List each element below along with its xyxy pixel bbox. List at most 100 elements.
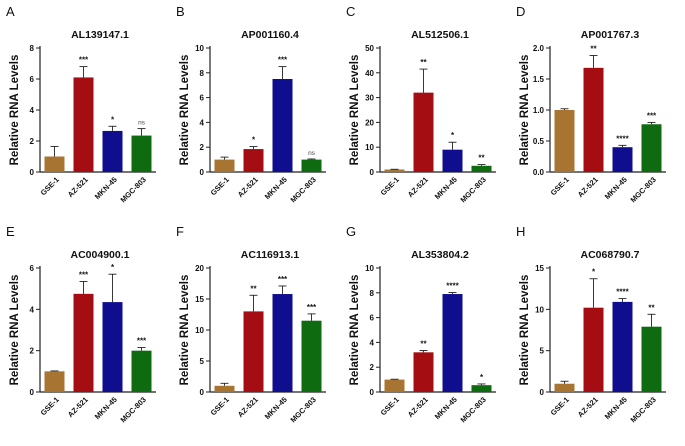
y-axis-label: Relative RNA Levels [519,275,531,386]
y-tick-label: 10 [195,44,204,53]
x-category-label: GSE-1 [549,175,571,197]
bar-mkn-45 [272,294,293,392]
x-category-label: AZ-521 [66,395,90,419]
chart-panel-g: G AL353804.2 Relative RNA Levels 0 2 4 6 8 10 GSE… [346,224,496,424]
x-category-label: AZ-521 [236,175,260,199]
y-tick-label: 10 [195,326,204,335]
bar-mgc-803 [301,159,322,172]
bar-az-521 [583,307,604,392]
panel-letter: F [176,224,184,239]
x-category-label: MKN-45 [263,175,289,201]
bar-gse-1 [384,169,405,172]
y-tick-label: 20 [365,118,374,127]
bar-mgc-803 [641,326,662,392]
x-category-label: MGC-803 [289,395,318,424]
significance-label: *** [278,275,288,284]
significance-label: ** [250,284,257,293]
bar-mgc-803 [131,350,152,392]
panel-letter: D [516,4,525,19]
panel-title: AP001160.4 [241,29,299,41]
bar-gse-1 [384,379,405,392]
y-tick-label: 15 [535,264,544,273]
significance-label: ** [590,44,597,53]
x-category-label: MGC-803 [459,395,488,424]
bar-mgc-803 [301,320,322,392]
y-tick-label: 0 [200,168,205,177]
significance-label: *** [137,337,147,346]
x-category-label: MGC-803 [459,175,488,204]
x-category-label: AZ-521 [576,175,600,199]
significance-label: ** [648,303,655,312]
x-category-label: GSE-1 [209,175,231,197]
chart-panel-e: E AC004900.1 Relative RNA Levels 0 2 4 6 GSE-1 *… [6,224,156,424]
significance-label: **** [616,134,629,143]
y-tick-label: 0 [370,168,375,177]
x-category-label: MKN-45 [433,175,459,201]
x-category-label: AZ-521 [406,175,430,199]
x-category-label: MGC-803 [629,175,658,204]
y-tick-label: 0 [200,388,205,397]
y-tick-label: 8 [370,289,375,298]
panel-letter: H [516,224,525,239]
panel-letter: B [176,4,185,19]
bar-az-521 [413,92,434,172]
bar-mgc-803 [131,135,152,172]
y-tick-label: 2.0 [533,44,545,53]
panel-letter: C [346,4,355,19]
panel-title: AL353804.2 [411,249,469,261]
bar-az-521 [583,67,604,172]
x-category-label: AZ-521 [406,395,430,419]
bar-mgc-803 [471,385,492,392]
chart-panel-a: A AL139147.1 Relative RNA Levels 0 2 4 6 8 GSE-1… [6,4,156,204]
y-tick-label: 1.5 [533,75,545,84]
y-tick-label: 0 [30,388,35,397]
y-axis-label: Relative RNA Levels [179,55,191,166]
x-category-label: AZ-521 [576,395,600,419]
x-category-label: GSE-1 [39,175,61,197]
bar-mkn-45 [442,149,463,172]
x-category-label: GSE-1 [379,395,401,417]
bar-gse-1 [44,371,65,392]
y-axis-label: Relative RNA Levels [9,55,21,166]
bar-az-521 [243,311,264,392]
significance-label: *** [79,56,89,65]
chart-panel-c: C AL512506.1 Relative RNA Levels 0 10 20 30 40 5… [346,4,496,204]
bar-az-521 [73,293,94,392]
x-category-label: MKN-45 [603,175,629,201]
x-category-label: MKN-45 [263,395,289,421]
y-tick-label: 6 [30,264,35,273]
y-tick-label: 6 [370,314,375,323]
y-axis-label: Relative RNA Levels [349,55,361,166]
bar-gse-1 [554,383,575,392]
significance-label: ** [420,339,427,348]
chart-panel-h: H AC068790.7 Relative RNA Levels 0 5 10 15 GSE-… [516,224,666,424]
y-axis-label: Relative RNA Levels [519,55,531,166]
significance-label: *** [307,303,317,312]
x-category-label: GSE-1 [209,395,231,417]
significance-label: *** [79,270,89,279]
significance-label: * [480,373,484,382]
x-category-label: GSE-1 [379,175,401,197]
significance-label: *** [647,111,657,120]
bar-gse-1 [214,385,235,392]
x-category-label: MKN-45 [93,395,119,421]
significance-label: ns [138,120,146,127]
chart-panel-b: B AP001160.4 Relative RNA Levels 0 2 4 6 8 10 GSE… [176,4,326,204]
bar-gse-1 [44,156,65,172]
chart-panel-f: F AC116913.1 Relative RNA Levels 0 5 10 15 20 GS… [176,224,326,424]
bar-mgc-803 [641,124,662,172]
panel-letter: A [6,4,15,19]
y-tick-label: 0 [30,168,35,177]
y-axis-label: Relative RNA Levels [349,275,361,386]
y-tick-label: 15 [195,295,204,304]
y-tick-label: 6 [30,75,35,84]
bar-mkn-45 [102,302,123,392]
y-tick-label: 4 [200,118,205,127]
y-tick-label: 10 [365,264,374,273]
y-tick-label: 2 [30,347,35,356]
bar-mgc-803 [471,165,492,172]
x-category-label: MKN-45 [93,175,119,201]
x-category-label: MGC-803 [119,395,148,424]
bar-mkn-45 [272,79,293,172]
